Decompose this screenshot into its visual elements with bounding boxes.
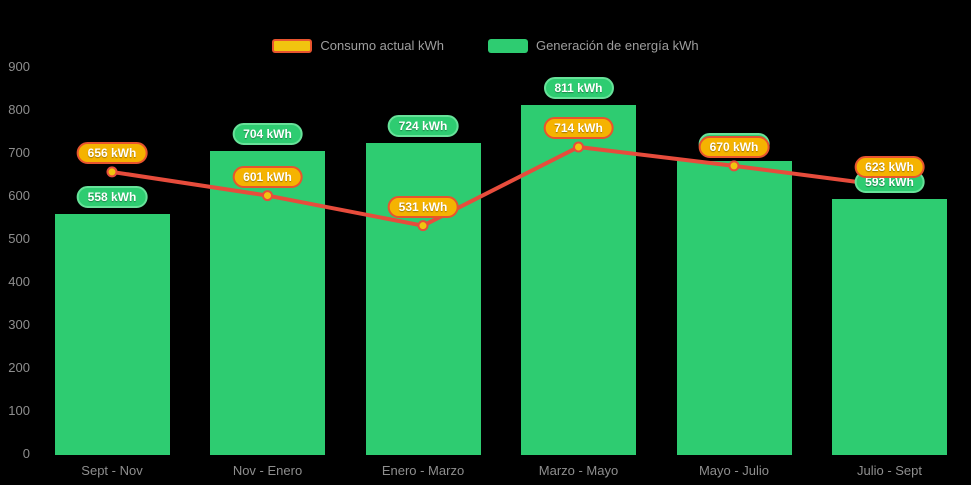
x-axis-label: Julio - Sept bbox=[856, 463, 923, 478]
consumption-value-badge: 623 kWh bbox=[854, 156, 925, 179]
consumption-value-badge: 656 kWh bbox=[76, 141, 148, 164]
y-tick-label: 800 bbox=[8, 102, 30, 117]
x-axis-label: Mayo - Julio bbox=[698, 463, 770, 478]
consumption-value-badge: 714 kWh bbox=[543, 116, 614, 139]
y-tick-label: 900 bbox=[8, 59, 30, 74]
generation-bar bbox=[365, 142, 481, 455]
y-tick-label: 400 bbox=[8, 274, 30, 289]
generation-bar bbox=[54, 214, 170, 455]
generacion-swatch-icon bbox=[487, 38, 528, 53]
consumption-value-badge: 531 kWh bbox=[387, 195, 459, 218]
data-point-marker bbox=[573, 141, 584, 153]
y-tick-label: 100 bbox=[8, 403, 30, 418]
generation-bar bbox=[676, 160, 792, 455]
y-tick-label: 300 bbox=[8, 317, 30, 332]
x-axis-label: Marzo - Mayo bbox=[538, 463, 619, 478]
generation-value-badge: 724 kWh bbox=[387, 114, 459, 137]
x-axis-label: Sept - Nov bbox=[81, 463, 143, 478]
data-point-marker bbox=[262, 190, 273, 202]
legend-label-consumo: Consumo actual kWh bbox=[320, 38, 444, 53]
data-point-marker bbox=[417, 220, 429, 232]
y-tick-label: 200 bbox=[8, 360, 30, 375]
y-axis: 0 100 200 300 400 500 600 700 800 900 bbox=[0, 0, 30, 485]
x-axis-label: Enero - Marzo bbox=[381, 463, 465, 478]
y-tick-label: 600 bbox=[8, 188, 30, 203]
x-axis: Sept - Nov Nov - Enero Enero - Marzo Marzo … bbox=[0, 463, 971, 483]
generation-bar bbox=[832, 199, 947, 455]
data-point-marker bbox=[728, 160, 740, 172]
generation-value-badge: 811 kWh bbox=[543, 77, 614, 100]
x-axis-label: Nov - Enero bbox=[232, 463, 303, 478]
legend-item-consumo[interactable]: Consumo actual kWh bbox=[272, 38, 444, 53]
consumption-value-badge: 601 kWh bbox=[232, 165, 303, 188]
chart-legend: Consumo actual kWh Generación de energía… bbox=[0, 38, 971, 53]
generation-bar bbox=[521, 105, 636, 455]
y-tick-label: 0 bbox=[22, 446, 30, 461]
data-point-marker bbox=[106, 166, 118, 178]
y-tick-label: 500 bbox=[8, 231, 30, 246]
generation-value-badge: 558 kWh bbox=[76, 186, 148, 209]
legend-label-generacion: Generación de energía kWh bbox=[535, 38, 699, 53]
consumo-swatch-icon bbox=[272, 38, 313, 53]
y-tick-label: 700 bbox=[8, 145, 30, 160]
legend-item-generacion[interactable]: Generación de energía kWh bbox=[487, 38, 699, 53]
consumption-line bbox=[111, 144, 890, 228]
consumption-value-badge: 670 kWh bbox=[698, 135, 770, 158]
generation-value-badge: 704 kWh bbox=[232, 123, 303, 146]
